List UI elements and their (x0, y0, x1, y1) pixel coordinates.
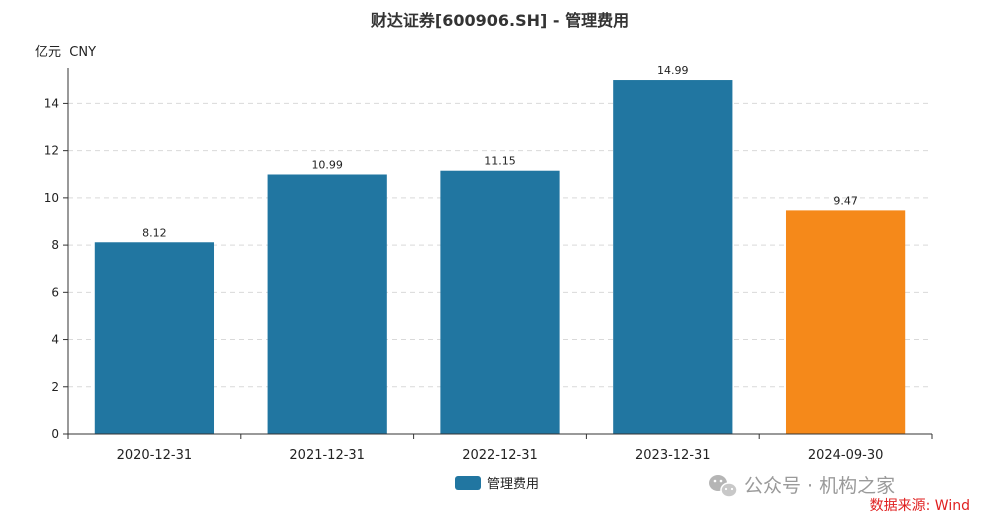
bar[interactable] (440, 170, 560, 434)
x-tick-label: 2024-09-30 (808, 448, 884, 463)
data-label: 14.99 (657, 64, 689, 77)
chart-title: 财达证券[600906.SH] - 管理费用 (370, 11, 629, 30)
bar[interactable] (94, 242, 215, 434)
data-label: 9.47 (833, 194, 858, 207)
wechat-icon (709, 475, 738, 498)
x-tick-label: 2021-12-31 (289, 448, 365, 463)
bar[interactable] (613, 80, 733, 435)
y-tick-label: 14 (44, 96, 59, 110)
legend-swatch (455, 476, 481, 490)
axes (67, 68, 932, 435)
bar[interactable] (267, 174, 387, 434)
y-tick-label: 2 (51, 380, 59, 394)
x-tick-label: 2022-12-31 (462, 448, 538, 463)
x-tick-label: 2020-12-31 (117, 448, 193, 463)
bars (94, 80, 906, 435)
legend-label: 管理费用 (487, 477, 539, 492)
legend[interactable]: 管理费用 (455, 476, 539, 492)
watermark-text: 公众号 · 机构之家 (744, 475, 895, 497)
y-tick-label: 12 (44, 144, 59, 158)
data-label: 11.15 (484, 155, 516, 168)
data-label: 10.99 (311, 158, 343, 171)
data-labels: 8.12 10.99 11.15 14.99 9.47 (142, 64, 858, 239)
y-tick-label: 0 (51, 427, 59, 441)
y-tick-label: 10 (44, 191, 59, 205)
data-label: 8.12 (142, 226, 167, 239)
y-tick-label: 8 (51, 238, 59, 252)
y-axis-ticks: 0 2 4 6 8 10 12 14 (44, 96, 68, 441)
x-tick-label: 2023-12-31 (635, 448, 711, 463)
x-axis-ticks: 2020-12-31 2021-12-31 2022-12-31 2023-12-31… (67, 434, 933, 463)
watermark: 公众号 · 机构之家 (709, 475, 895, 498)
data-source-note: 数据来源: Wind (870, 498, 970, 514)
y-tick-label: 4 (51, 333, 59, 347)
y-axis-unit-label: 亿元 CNY (35, 45, 96, 60)
bar[interactable] (785, 210, 906, 434)
y-tick-label: 6 (51, 285, 59, 299)
